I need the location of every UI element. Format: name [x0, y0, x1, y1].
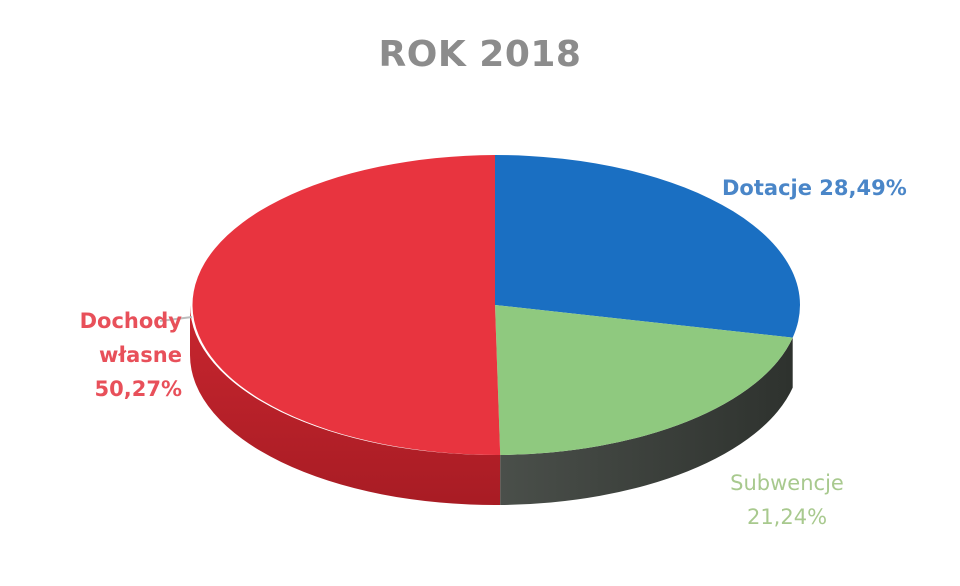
pie-slice-dochody [192, 155, 501, 456]
pie-side-dochody [189, 305, 501, 506]
slice-label-dotacje: Dotacje 28,49% [722, 171, 907, 205]
pie-slice-dotacje [495, 155, 800, 338]
slice-label-dochody-line2: własne 50,27% [94, 343, 182, 401]
pie-slice-subwencje [495, 305, 793, 455]
pie-side-subwencje [500, 337, 793, 505]
leader-line-dochody [159, 316, 193, 322]
slice-label-dotacje-text: Dotacje 28,49% [722, 176, 907, 200]
slice-label-subwencje-line2: 21,24% [746, 505, 828, 529]
slice-label-subwencje: Subwencje 21,24% [712, 466, 862, 534]
chart-title: ROK 2018 [378, 34, 582, 75]
slice-label-subwencje-line1: Subwencje [730, 471, 844, 495]
slice-label-dochody: Dochody własne 50,27% [22, 304, 182, 406]
slice-label-dochody-line1: Dochody [79, 309, 182, 333]
